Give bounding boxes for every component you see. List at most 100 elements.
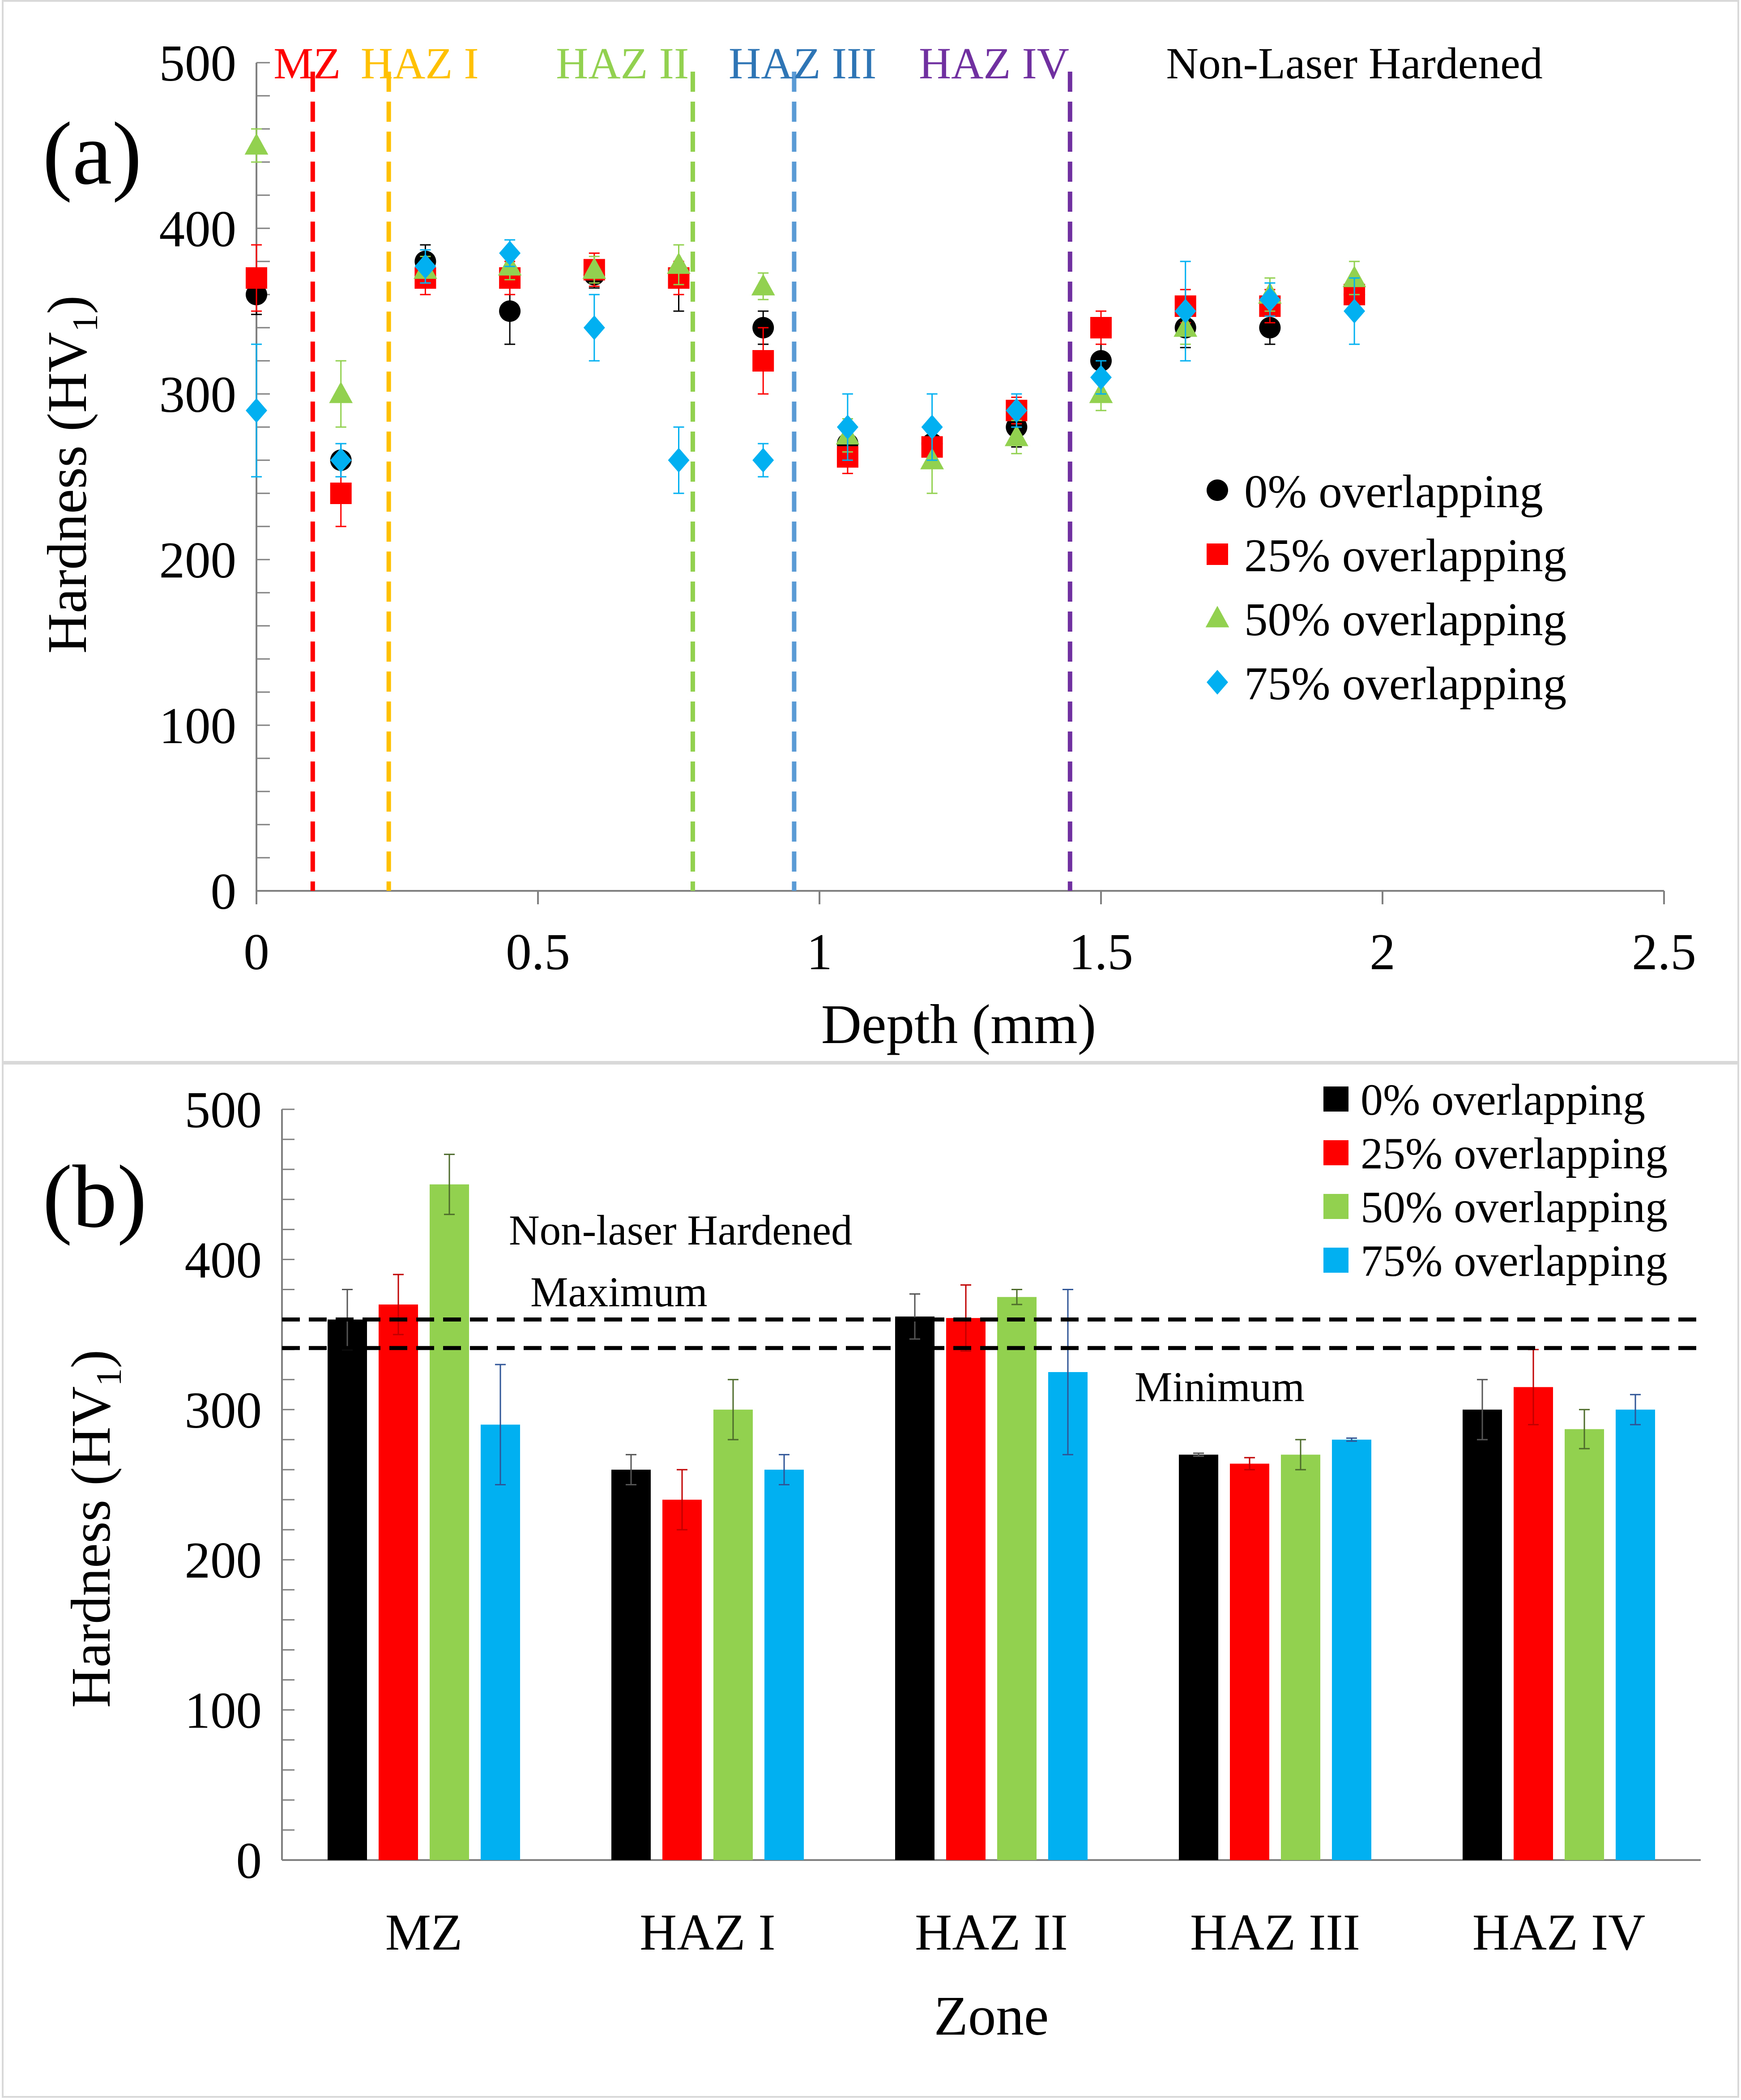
panel-a-y-tick-label: 0 bbox=[211, 863, 237, 920]
legend-marker-75-overlapping bbox=[1207, 670, 1228, 695]
bar-haz-iii-75-overlapping bbox=[1332, 1439, 1371, 1860]
bar-haz-iv-25-overlapping bbox=[1514, 1387, 1553, 1860]
data-point bbox=[330, 483, 352, 504]
bar-haz-iii-25-overlapping bbox=[1230, 1463, 1269, 1860]
zone-label-haz-i: HAZ I bbox=[361, 38, 479, 88]
category-label-haz-i: HAZ I bbox=[640, 1904, 775, 1961]
data-point bbox=[1342, 265, 1366, 287]
data-point bbox=[1259, 287, 1281, 312]
legend-label-25-overlapping: 25% overlapping bbox=[1361, 1129, 1668, 1178]
panel-b-y-tick-label: 0 bbox=[236, 1832, 262, 1889]
bar-haz-ii-50-overlapping bbox=[997, 1297, 1037, 1860]
panel-a-y-axis-title-close: ) bbox=[37, 295, 98, 314]
legend-label-25-overlapping: 25% overlapping bbox=[1244, 529, 1566, 582]
panel-b-plot: 0 100 200 300 400 500 MZ HAZ I HAZ II HAZ III HAZ … bbox=[185, 1075, 1701, 1961]
panel-b-y-tick-label: 500 bbox=[185, 1082, 262, 1138]
data-point bbox=[330, 448, 352, 473]
annotation-maximum: Maximum bbox=[530, 1268, 708, 1316]
panel-b-y-tick-label: 200 bbox=[185, 1532, 262, 1589]
data-point bbox=[1004, 424, 1028, 446]
legend-label-50-overlapping: 50% overlapping bbox=[1361, 1182, 1668, 1232]
bar-haz-i-75-overlapping bbox=[764, 1469, 804, 1860]
panel-a-y-tick-label: 200 bbox=[159, 532, 237, 589]
panel-b-y-axis-title-sub: 1 bbox=[90, 1369, 129, 1386]
panel-a-frame bbox=[2, 0, 1739, 1065]
panel-a-y-tick-label: 100 bbox=[159, 697, 237, 754]
series-50-overlapping bbox=[244, 128, 1366, 494]
data-point bbox=[1006, 398, 1028, 423]
data-point bbox=[1090, 317, 1112, 338]
legend-marker-50-overlapping bbox=[1205, 606, 1229, 628]
bar-mz-25-overlapping bbox=[379, 1304, 418, 1860]
data-point bbox=[329, 381, 353, 403]
panel-a-y-axis-title-sub: 1 bbox=[66, 314, 105, 332]
panel-b-y-axis-title-close: ) bbox=[60, 1350, 122, 1369]
data-point bbox=[583, 315, 605, 340]
panel-b-label: (b) bbox=[43, 1147, 147, 1246]
bar-haz-i-0-overlapping bbox=[611, 1469, 651, 1860]
data-point bbox=[921, 415, 943, 440]
zone-label-haz-iii: HAZ III bbox=[729, 38, 876, 88]
data-point bbox=[499, 300, 521, 322]
data-point bbox=[1174, 299, 1196, 324]
zone-label-haz-ii: HAZ II bbox=[556, 38, 689, 88]
legend-marker-25-overlapping bbox=[1207, 543, 1228, 565]
data-point bbox=[414, 254, 436, 279]
zone-label-mz: MZ bbox=[273, 38, 341, 88]
bar-mz-50-overlapping bbox=[430, 1184, 469, 1860]
data-point bbox=[1344, 299, 1365, 324]
panel-b-y-axis-title: Hardness (HV1) bbox=[60, 1350, 129, 1708]
data-point bbox=[246, 398, 267, 423]
bar-mz-75-overlapping bbox=[481, 1424, 520, 1860]
legend-label-0-overlapping: 0% overlapping bbox=[1361, 1075, 1645, 1125]
panel-b-frame bbox=[2, 1061, 1739, 2098]
annotation-non-laser-hardened: Non-laser Hardened bbox=[509, 1206, 853, 1254]
data-point bbox=[246, 267, 267, 289]
legend-marker-0-overlapping bbox=[1207, 479, 1228, 501]
series-25-overlapping bbox=[246, 244, 1365, 527]
bar-haz-iv-0-overlapping bbox=[1463, 1409, 1502, 1860]
legend-swatch-50-overlapping bbox=[1323, 1194, 1348, 1219]
category-label-haz-iii: HAZ III bbox=[1190, 1904, 1360, 1961]
legend-label-0-overlapping: 0% overlapping bbox=[1244, 465, 1543, 518]
panel-a-x-tick-label: 1.5 bbox=[1069, 924, 1133, 980]
bar-haz-ii-0-overlapping bbox=[895, 1316, 935, 1860]
category-label-mz: MZ bbox=[385, 1904, 463, 1961]
category-label-haz-iv: HAZ IV bbox=[1472, 1904, 1645, 1961]
data-point bbox=[667, 252, 691, 274]
legend-swatch-0-overlapping bbox=[1323, 1086, 1348, 1112]
panel-a-label: (a) bbox=[43, 104, 142, 203]
panel-a-y-axis-title: Hardness (HV1) bbox=[37, 295, 105, 654]
panel-a-y-tick-label: 300 bbox=[159, 366, 237, 423]
panel-a-x-axis-title: Depth (mm) bbox=[821, 994, 1096, 1056]
panel-a-x-tick-label: 2.5 bbox=[1632, 924, 1696, 980]
bar-mz-0-overlapping bbox=[328, 1319, 367, 1860]
data-point bbox=[836, 415, 858, 440]
panel-a-x-tick-label: 2 bbox=[1370, 924, 1395, 980]
legend-label-75-overlapping: 75% overlapping bbox=[1244, 657, 1566, 710]
series-75-overlapping bbox=[246, 239, 1365, 494]
data-point bbox=[244, 133, 269, 155]
panel-a-y-tick-label: 400 bbox=[159, 201, 237, 257]
data-point bbox=[582, 257, 606, 279]
zone-label-non-laser-hardened: Non-Laser Hardened bbox=[1166, 38, 1542, 88]
category-label-haz-ii: HAZ II bbox=[915, 1904, 1068, 1961]
data-point bbox=[752, 350, 774, 372]
panel-a-y-tick-label: 500 bbox=[159, 35, 237, 92]
data-point bbox=[751, 274, 775, 295]
zone-label-haz-iv: HAZ IV bbox=[919, 38, 1069, 88]
panel-b-y-tick-label: 400 bbox=[185, 1232, 262, 1288]
panel-a-plot: 0 100 200 300 400 500 0 0.5 1 1.5 2 2.5 MZ HAZ I HAZ I… bbox=[159, 35, 1696, 980]
panel-a-x-tick-label: 0.5 bbox=[506, 924, 570, 980]
data-point bbox=[668, 448, 690, 473]
bar-haz-i-25-overlapping bbox=[662, 1500, 702, 1860]
data-point bbox=[752, 448, 774, 473]
panel-a-x-tick-label: 0 bbox=[243, 924, 269, 980]
panel-a-x-tick-label: 1 bbox=[806, 924, 832, 980]
panel-b-y-axis-title-main: Hardness (HV bbox=[60, 1386, 122, 1708]
bar-haz-iv-50-overlapping bbox=[1565, 1429, 1604, 1860]
annotation-minimum: Minimum bbox=[1135, 1363, 1305, 1411]
data-point bbox=[499, 240, 521, 266]
legend-label-50-overlapping: 50% overlapping bbox=[1244, 593, 1566, 646]
bar-haz-iii-0-overlapping bbox=[1179, 1454, 1218, 1860]
